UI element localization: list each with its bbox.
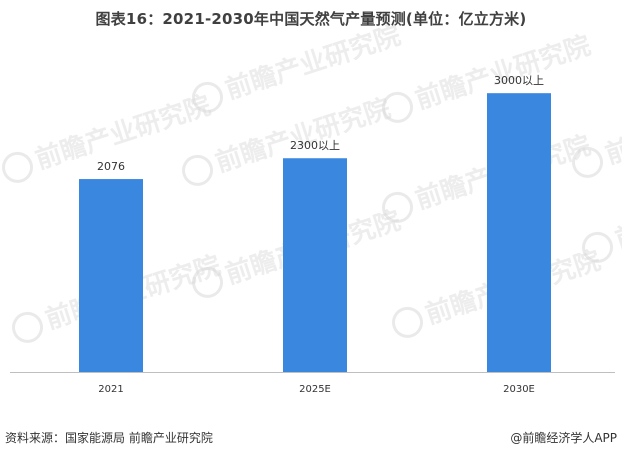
watermark-logo-icon [192, 266, 224, 298]
watermark-text: 前瞻产业研究院 [612, 170, 622, 256]
watermark: 前瞻产业研究院 [582, 170, 622, 263]
watermark-text: 前瞻产业研究院 [222, 20, 405, 106]
watermark-logo-icon [392, 306, 424, 338]
brand-credit: @前瞻经济学人APP [510, 431, 617, 445]
watermark-logo-icon [182, 154, 214, 186]
watermark-logo-icon [192, 81, 224, 113]
chart-title: 图表16：2021-2030年中国天然气产量预测(单位：亿立方米) [95, 10, 527, 28]
x-tick-label: 2030E [503, 384, 535, 395]
bar-2025E [283, 158, 347, 372]
watermark-logo-icon [2, 151, 34, 183]
watermark-logo-icon [582, 231, 614, 263]
chart-area: 前瞻产业研究院 前瞻产业研究院 前瞻产业研究院 前瞻产业研究院 前瞻产业研究院 前瞻产业研… [2, 20, 622, 395]
data-label: 2076 [97, 160, 125, 173]
bar-2021 [79, 179, 143, 372]
watermark-logo-icon [382, 191, 414, 223]
bar-chart: 前瞻产业研究院前瞻产业研究院前瞻产业研究院前瞻产业研究院前瞻产业研究院前瞻产业研… [2, 20, 622, 395]
x-tick-label: 2021 [98, 384, 123, 395]
data-label: 2300以上 [290, 139, 340, 152]
bar-2030E [487, 93, 551, 373]
watermark: 前瞻产业研究院 [382, 30, 594, 123]
x-tick-labels: 2021 2025E 2030E [98, 384, 535, 395]
data-label: 3000以上 [494, 74, 544, 87]
watermark-text: 前瞻产业研究院 [602, 85, 622, 171]
footer: 资料来源：国家能源局 前瞻产业研究院 @前瞻经济学人APP [0, 421, 622, 458]
source-note: 资料来源：国家能源局 前瞻产业研究院 [5, 431, 213, 445]
x-tick-label: 2025E [299, 384, 331, 395]
watermark: 前瞻产业研究院 [382, 130, 594, 223]
watermark-logo-icon [12, 311, 44, 343]
watermark-logo-icon [572, 146, 604, 178]
bar-series [79, 93, 551, 373]
data-labels: 2076 2300以上 3000以上 [97, 74, 544, 173]
watermark-logo-icon [382, 91, 414, 123]
